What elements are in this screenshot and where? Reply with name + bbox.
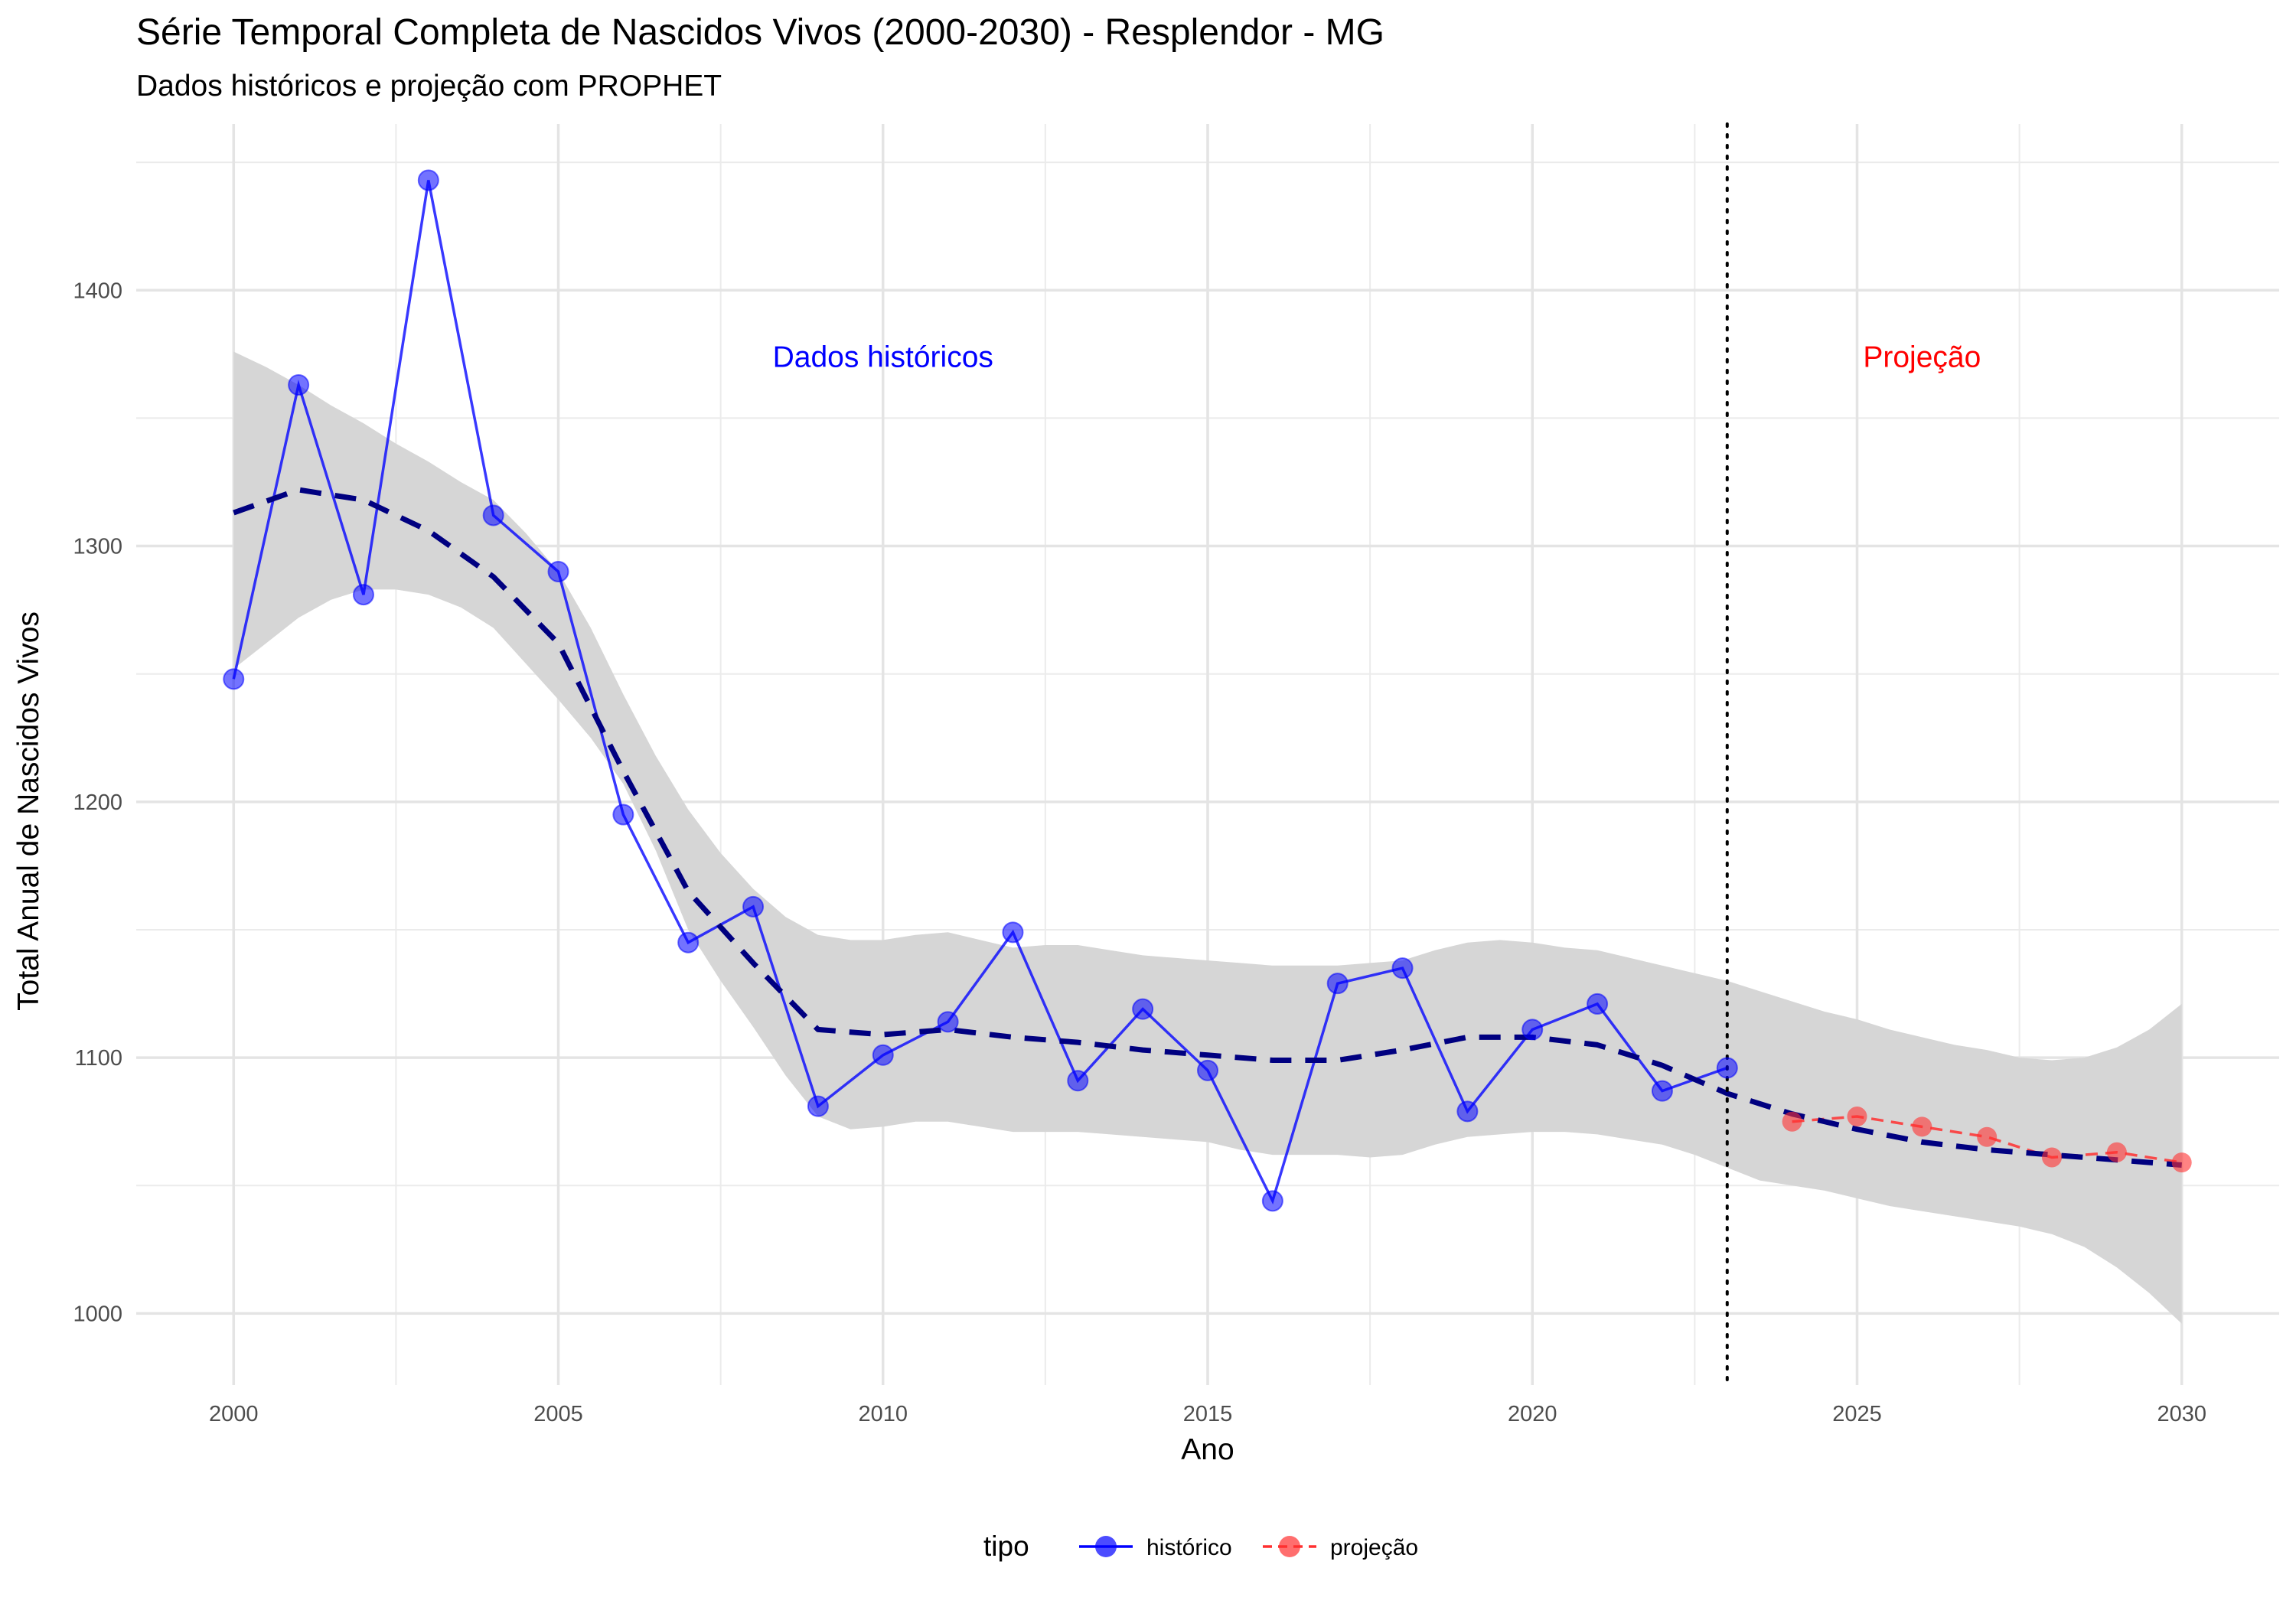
historico-point [1587,993,1609,1015]
x-tick-label: 2015 [1183,1402,1233,1426]
y-tick-label: 1300 [73,535,122,559]
legend-label: histórico [1146,1535,1232,1560]
projecao-point [2042,1147,2063,1168]
historico-point [807,1095,829,1117]
historico-point [352,584,374,606]
annotations: Dados históricos Projeção [773,341,1981,374]
historico-point [612,804,634,826]
historico-point [547,560,569,582]
projecao-point [1912,1116,1932,1137]
projecao-point [2106,1142,2127,1162]
historico-point [1391,957,1414,980]
projecao-point [1977,1126,1998,1147]
legend-key-point [1279,1536,1300,1557]
projecao-point [2171,1152,2192,1173]
legend-title: tipo [983,1530,1029,1562]
x-tick-label: 2000 [209,1402,259,1426]
historico-point [288,373,310,396]
historico-point [937,1011,959,1033]
historico-point [872,1044,894,1066]
historico-point [1716,1057,1738,1079]
y-axis-title: Total Anual de Nascidos Vivos [12,611,45,1011]
chart-subtitle: Dados históricos e projeção com PROPHET [136,70,722,103]
historico-point [1067,1070,1089,1092]
historico-point [1521,1019,1544,1041]
y-tick-labels: 1000 1100 1200 1300 1400 [73,279,122,1326]
x-tick-label: 2025 [1832,1402,1882,1426]
legend: tipo histórico projeção [983,1530,1418,1562]
series-points [223,169,2192,1212]
projecao-point [1782,1111,1802,1132]
x-tick-label: 2005 [533,1402,583,1426]
legend-key-point [1095,1536,1117,1557]
y-tick-label: 1400 [73,279,122,303]
y-tick-label: 1000 [73,1302,122,1326]
historico-point [1326,973,1349,995]
historico-point [417,169,439,191]
trend-path [233,487,2182,1168]
historico-point [223,668,245,690]
historico-point [677,931,700,953]
historico-line [232,180,1728,1205]
x-tick-label: 2030 [2157,1402,2206,1426]
chart-title: Série Temporal Completa de Nascidos Vivo… [136,12,1384,53]
historico-point [1261,1190,1283,1212]
legend-label: projeção [1330,1535,1418,1560]
y-tick-label: 1200 [73,790,122,815]
x-tick-label: 2010 [858,1402,908,1426]
historico-point [742,895,765,918]
projecao-point [1847,1107,1867,1127]
historico-point [1456,1100,1479,1123]
historico-point [482,504,504,526]
historico-point [1197,1059,1218,1081]
y-tick-label: 1100 [75,1046,122,1071]
x-axis-title: Ano [1181,1433,1234,1466]
historico-point [1002,921,1024,944]
annotation-label: Dados históricos [773,341,993,374]
historico-point [1651,1080,1673,1102]
x-tick-label: 2020 [1508,1402,1557,1426]
historico-point [1132,998,1154,1020]
annotation-label: Projeção [1863,341,1981,374]
major-gridlines [136,124,2279,1385]
trend-line [233,487,2182,1168]
x-tick-labels: 2000 2005 2010 2015 2020 2025 2030 [209,1402,2206,1426]
